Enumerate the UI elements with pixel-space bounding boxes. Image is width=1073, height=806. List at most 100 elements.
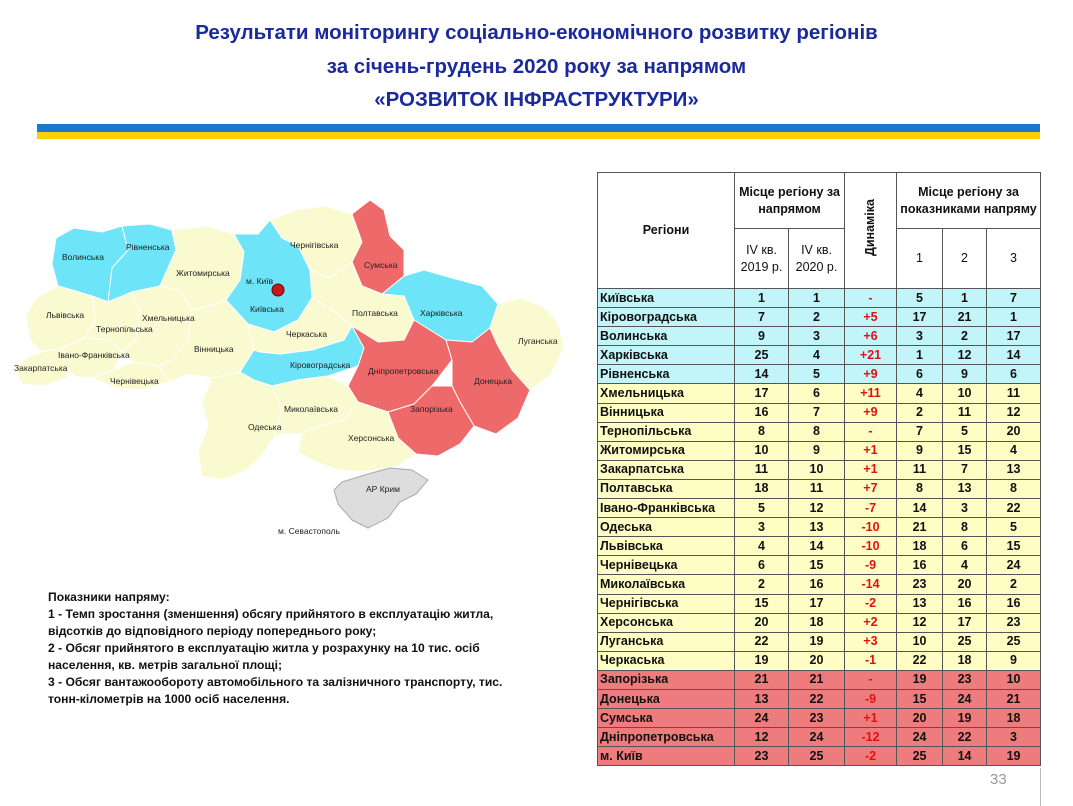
rank-2019: 2 <box>734 574 789 595</box>
region-crimea[interactable] <box>333 467 429 529</box>
label-khmelnytska: Хмельницька <box>142 313 195 323</box>
rank-dynamics: +3 <box>844 631 898 652</box>
indicator-1-rank: 12 <box>896 612 944 633</box>
rank-2020: 23 <box>787 708 846 729</box>
label-poltavska: Полтавська <box>352 308 398 318</box>
rank-dynamics: - <box>844 421 898 442</box>
rank-2019: 22 <box>734 631 789 652</box>
rank-2019: 20 <box>734 612 789 633</box>
label-crimea: АР Крим <box>366 484 400 494</box>
table-row: Одеська 3 13 -10 21 8 5 <box>597 517 1042 538</box>
indicator-3-rank: 24 <box>986 555 1042 576</box>
rank-2020: 4 <box>787 345 846 366</box>
label-kyivska: Київська <box>250 304 284 314</box>
indicator-1-rank: 20 <box>896 708 944 729</box>
rank-2019: 8 <box>734 421 789 442</box>
label-dnipro: Дніпропетровська <box>368 366 439 376</box>
rank-2020: 10 <box>787 459 846 480</box>
header-place-indicators: Місце регіону за показниками напряму <box>896 172 1042 229</box>
region-name: Донецька <box>597 688 735 710</box>
indicator-3-rank: 7 <box>986 287 1042 309</box>
indicator-2-rank: 20 <box>942 574 988 595</box>
rank-2020: 20 <box>787 650 846 671</box>
rank-2020: 12 <box>787 498 846 519</box>
region-name: Вінницька <box>597 402 735 423</box>
notes-line-3: 2 - Обсяг прийнятого в експлуатацію житл… <box>48 641 480 655</box>
indicator-3-rank: 8 <box>986 478 1042 500</box>
indicator-2-rank: 2 <box>942 326 988 347</box>
rank-2019: 7 <box>734 307 789 328</box>
region-name: Волинська <box>597 326 735 347</box>
rank-2019: 19 <box>734 650 789 671</box>
indicator-2-rank: 22 <box>942 727 988 748</box>
indicator-1-rank: 13 <box>896 593 944 614</box>
rank-2019: 17 <box>734 383 789 404</box>
notes-line-1: 1 - Темп зростання (зменшення) обсягу пр… <box>48 607 494 621</box>
rank-2020: 7 <box>787 402 846 423</box>
label-kharkivska: Харківська <box>420 308 463 318</box>
table-row: Житомирська 10 9 +1 9 15 4 <box>597 440 1042 461</box>
label-khersonska: Херсонська <box>348 433 394 443</box>
label-zhytomyrska: Житомирська <box>176 268 230 278</box>
table-row: Тернопільська 8 8-7 5 20 <box>597 421 1042 442</box>
rank-2020: 11 <box>787 478 846 500</box>
table-row: Хмельницька 17 6 +11 4 10 11 <box>597 383 1042 404</box>
table-row: м. Київ 23 25 -2 25 14 19 <box>597 746 1042 767</box>
rank-2020: 16 <box>787 574 846 595</box>
indicator-1-rank: 1 <box>896 345 944 366</box>
indicator-3-rank: 9 <box>986 650 1042 671</box>
rank-dynamics: +1 <box>844 440 898 461</box>
label-vinnytska: Вінницька <box>194 344 234 354</box>
indicator-2-rank: 10 <box>942 383 988 404</box>
rank-2019: 21 <box>734 669 789 690</box>
indicator-2-rank: 18 <box>942 650 988 671</box>
notes-line-5: 3 - Обсяг вантажообороту автомобільного … <box>48 675 503 689</box>
indicator-1-rank: 10 <box>896 631 944 652</box>
indicator-2-rank: 4 <box>942 555 988 576</box>
label-chernihivska: Чернігівська <box>290 240 339 250</box>
rank-dynamics: -2 <box>844 593 898 614</box>
rank-2020: 3 <box>787 326 846 347</box>
indicator-2-rank: 21 <box>942 307 988 328</box>
rank-dynamics: +6 <box>844 326 898 347</box>
region-name: Черкаська <box>597 650 735 671</box>
table-row: Волинська 9 3 +6 3 2 17 <box>597 326 1042 347</box>
indicator-1-rank: 25 <box>896 746 944 767</box>
indicator-3-rank: 16 <box>986 593 1042 614</box>
rank-dynamics: -10 <box>844 536 898 557</box>
indicator-1-rank: 23 <box>896 574 944 595</box>
label-donetska: Донецька <box>474 376 512 386</box>
rank-dynamics: -9 <box>844 688 898 710</box>
rank-dynamics: +11 <box>844 383 898 404</box>
indicator-3-rank: 11 <box>986 383 1042 404</box>
indicator-3-rank: 14 <box>986 345 1042 366</box>
table-row: Чернівецька 6 15 -9 16 4 24 <box>597 555 1042 576</box>
indicator-1-rank: 2 <box>896 402 944 423</box>
rank-2019: 1 <box>734 287 789 309</box>
region-odeska[interactable] <box>197 371 283 481</box>
header-dynamics-label: Динаміка <box>863 199 878 257</box>
rank-dynamics: -14 <box>844 574 898 595</box>
rank-dynamics: -1 <box>844 650 898 671</box>
indicator-2-rank: 12 <box>942 345 988 366</box>
rank-dynamics: +1 <box>844 708 898 729</box>
table-row: Вінницька 16 7 +9 2 11 12 <box>597 402 1042 423</box>
indicator-1-rank: 9 <box>896 440 944 461</box>
rank-dynamics: +2 <box>844 612 898 633</box>
rank-2020: 22 <box>787 688 846 710</box>
indicator-3-rank: 23 <box>986 612 1042 633</box>
header-dynamics: Динаміка <box>844 172 898 289</box>
region-name: Кіровоградська <box>597 307 735 328</box>
indicator-3-rank: 13 <box>986 459 1042 480</box>
label-zakarpatska: Закарпатська <box>14 363 68 373</box>
region-name: Сумська <box>597 708 735 729</box>
rank-dynamics: +7 <box>844 478 898 500</box>
header-regions: Регіони <box>597 172 735 289</box>
region-name: Луганська <box>597 631 735 652</box>
rank-2019: 25 <box>734 345 789 366</box>
rank-2020: 6 <box>787 383 846 404</box>
indicator-3-rank: 12 <box>986 402 1042 423</box>
table-row: Рівненська 14 5 +9 6 9 6 <box>597 364 1042 385</box>
page-number: 33 <box>990 771 1007 788</box>
region-khersonska[interactable] <box>297 401 417 473</box>
